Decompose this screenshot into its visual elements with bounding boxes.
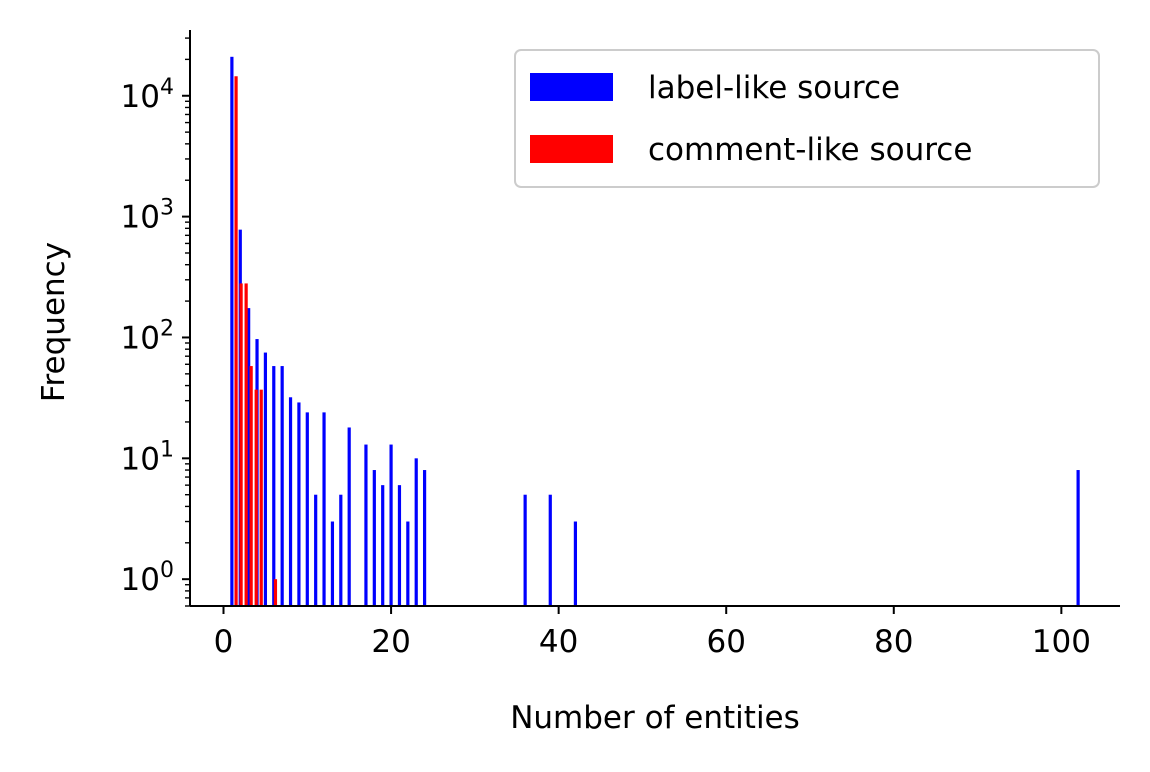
bar [234, 76, 238, 606]
bar [247, 308, 251, 606]
bar [322, 412, 326, 606]
axes-layer: 0 20 40 60 80 100 100 101 102 103 104 [121, 30, 1120, 660]
bar [259, 389, 263, 606]
x-tick-label: 100 [1032, 624, 1091, 660]
legend-frame [514, 49, 1100, 188]
bar [523, 494, 527, 606]
bar [230, 56, 234, 607]
bar [364, 444, 368, 606]
bar [372, 470, 376, 606]
bar [288, 397, 293, 606]
legend-swatch [530, 135, 613, 163]
bar [273, 579, 278, 606]
series-2 [234, 76, 278, 606]
y-tick-label: 104 [121, 75, 174, 115]
y-tick-label: 101 [121, 437, 174, 477]
legend-label: comment-like source [648, 132, 972, 168]
bar [263, 352, 268, 606]
legend-swatch [530, 73, 613, 101]
bar [239, 283, 243, 606]
bar [272, 366, 276, 606]
bar [297, 402, 301, 606]
bar [573, 521, 578, 606]
x-tick-label: 40 [539, 624, 578, 660]
x-axis-title: Number of entities [510, 700, 800, 736]
bar [406, 521, 410, 606]
bar [1076, 470, 1080, 606]
x-tick-label: 60 [706, 624, 745, 660]
bar [339, 494, 343, 606]
bar [422, 470, 427, 606]
y-tick-label: 103 [121, 196, 174, 236]
bar [249, 366, 253, 606]
bar [397, 485, 402, 606]
bar [254, 389, 258, 606]
bar [548, 494, 552, 606]
bar [280, 366, 284, 606]
x-tick-label: 0 [214, 624, 234, 660]
bar [414, 458, 418, 606]
bar [330, 521, 335, 606]
bar [381, 485, 385, 606]
y-axis-title: Frequency [36, 242, 72, 402]
legend-label: label-like source [648, 70, 900, 106]
bar [244, 283, 248, 606]
y-tick-label: 100 [121, 558, 174, 598]
bar [389, 444, 393, 606]
x-tick-label: 80 [874, 624, 913, 660]
bar [347, 427, 351, 606]
bars-layer [230, 56, 1080, 607]
legend: label-like source comment-like source [514, 49, 1100, 188]
x-tick-label: 20 [371, 624, 410, 660]
y-tick-label: 102 [121, 316, 174, 356]
bar [314, 494, 318, 606]
bar [305, 412, 309, 606]
